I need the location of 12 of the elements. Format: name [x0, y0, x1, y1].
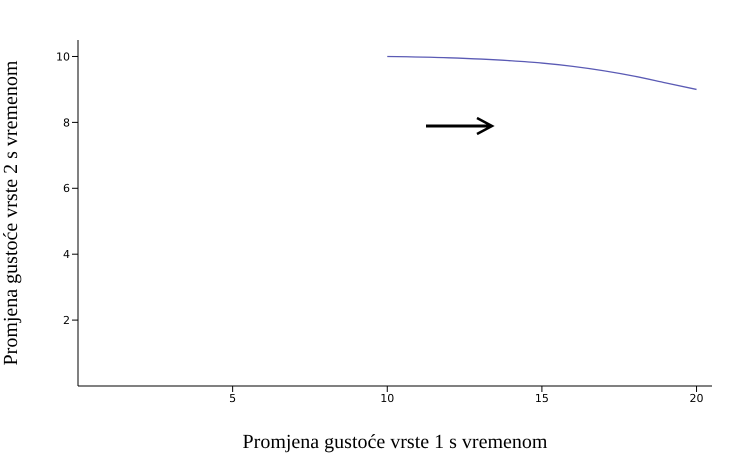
y-tick-label: 10 — [56, 50, 70, 64]
x-tick-label: 10 — [380, 392, 394, 405]
x-tick-label: 5 — [229, 392, 236, 405]
line-series — [386, 56, 698, 90]
x-axis-title: Promjena gustoće vrste 1 s vremenom — [242, 431, 548, 453]
y-tick-label: 2 — [63, 314, 70, 327]
y-tick-label: 4 — [63, 248, 70, 262]
x-tick-label: 15 — [534, 392, 549, 405]
y-tick-label: 6 — [63, 182, 70, 196]
y-axis-title: Promjena gustoće vrste 2 s vremenom — [0, 60, 22, 366]
y-tick-label: 8 — [63, 116, 70, 130]
x-tick-label: 20 — [690, 392, 704, 405]
